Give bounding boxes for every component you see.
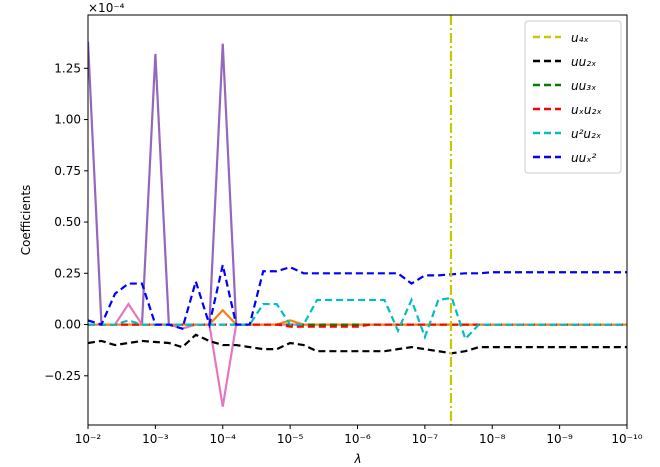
x-tick-label: 10⁻⁶: [344, 432, 371, 446]
y-axis-label: Coefficients: [19, 185, 33, 256]
x-tick-label: 10⁻⁹: [546, 432, 573, 446]
x-tick-label: 10⁻⁴: [210, 432, 237, 446]
plot-area: [88, 41, 627, 407]
x-tick-label: 10⁻²: [75, 432, 102, 446]
y-tick-label: 1.25: [54, 61, 81, 75]
x-tick-label: 10⁻⁷: [412, 432, 439, 446]
legend-label: uu₃ₓ: [571, 79, 596, 93]
series-line: [88, 296, 627, 341]
legend-label: uu₂ₓ: [571, 55, 596, 69]
x-tick-label: 10⁻¹⁰: [611, 432, 642, 446]
x-tick-label: 10⁻³: [142, 432, 169, 446]
legend-label: u₄ₓ: [571, 31, 589, 45]
legend-label: uuₓ²: [571, 151, 597, 165]
legend-box: [524, 20, 622, 174]
y-tick-label: 0.25: [54, 266, 81, 280]
x-tick-label: 10⁻⁸: [479, 432, 506, 446]
y-tick-label: 1.00: [54, 113, 81, 127]
y-tick-label: 0.50: [54, 215, 81, 229]
y-tick-label: 0.00: [54, 318, 81, 332]
plot-frame: [87, 14, 628, 426]
x-axis-label: λ: [353, 452, 361, 466]
y-scale-label: ×10⁻⁴: [88, 1, 125, 15]
series-line: [88, 264, 627, 331]
y-tick-label: −0.25: [44, 369, 81, 383]
legend-label: uₓu₂ₓ: [571, 103, 602, 117]
x-tick-label: 10⁻⁵: [277, 432, 304, 446]
series-line: [88, 333, 627, 355]
y-tick-label: 0.75: [54, 164, 81, 178]
legend-label: u²u₂ₓ: [571, 127, 601, 141]
